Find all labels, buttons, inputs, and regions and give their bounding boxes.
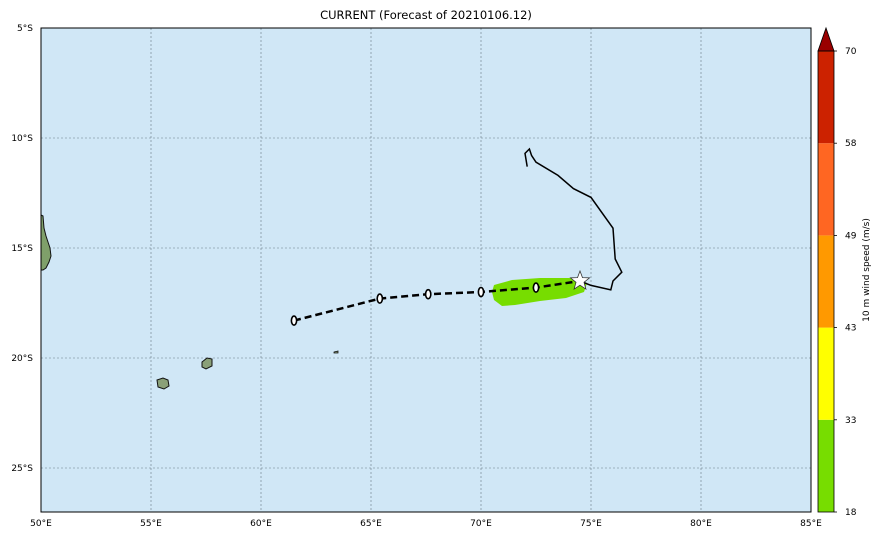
colorbar-band bbox=[818, 235, 834, 328]
colorbar-label: 10 m wind speed (m/s) bbox=[862, 218, 872, 322]
colorbar: 18 33 43 49 58 70 bbox=[817, 26, 857, 518]
lat-lon-gridlines bbox=[41, 28, 811, 512]
colorbar-tick-label: 33 bbox=[845, 416, 856, 426]
lon-tick-label: 60°E bbox=[250, 519, 272, 529]
colorbar-frame bbox=[817, 50, 835, 513]
forecast-position-marker bbox=[477, 286, 485, 298]
star-icon bbox=[569, 269, 591, 291]
lon-tick-label: 70°E bbox=[470, 519, 492, 529]
axis-ticks: 50°E 55°E 60°E 65°E 70°E 75°E 80°E 85°E 5°S 10°S 1… bbox=[11, 24, 822, 529]
lon-tick-label: 80°E bbox=[690, 519, 712, 529]
forecast-position-marker bbox=[424, 288, 432, 300]
colorbar-extend-arrow bbox=[817, 26, 835, 52]
colorbar-tick-label: 58 bbox=[845, 139, 857, 149]
mauritius-island bbox=[201, 357, 213, 370]
lon-tick-label: 55°E bbox=[140, 519, 162, 529]
colorbar-tick-label: 18 bbox=[845, 508, 857, 518]
lat-tick-label: 5°S bbox=[17, 24, 33, 34]
map-frame bbox=[40, 27, 812, 513]
rodrigues-island bbox=[333, 350, 339, 354]
colorbar-band bbox=[818, 419, 834, 512]
land-layer bbox=[40, 214, 339, 390]
wind-speed-swath bbox=[492, 278, 587, 306]
forecast-position-marker bbox=[376, 293, 384, 304]
colorbar-band bbox=[818, 51, 834, 144]
lat-tick-label: 10°S bbox=[11, 134, 33, 144]
madagascar-coast bbox=[40, 214, 52, 271]
lat-tick-label: 25°S bbox=[11, 464, 33, 474]
colorbar-tick-label: 43 bbox=[845, 324, 856, 334]
reunion-island bbox=[156, 377, 170, 390]
lat-tick-label: 20°S bbox=[11, 354, 33, 364]
colorbar-band bbox=[818, 143, 834, 236]
lon-tick-label: 50°E bbox=[30, 519, 52, 529]
colorbar-tick-label: 49 bbox=[845, 231, 857, 241]
colorbar-band bbox=[818, 327, 834, 420]
lon-tick-label: 85°E bbox=[800, 519, 822, 529]
ocean-background bbox=[41, 28, 811, 512]
lat-tick-label: 15°S bbox=[11, 244, 33, 254]
lon-tick-label: 75°E bbox=[580, 519, 602, 529]
forecast-position-marker bbox=[532, 282, 540, 293]
colorbar-tick-label: 70 bbox=[845, 47, 857, 57]
forecast-position-marker bbox=[290, 315, 298, 326]
map-title: CURRENT (Forecast of 20210106.12) bbox=[320, 8, 532, 22]
current-position-star bbox=[569, 269, 591, 291]
lon-tick-label: 65°E bbox=[360, 519, 382, 529]
past-track-line bbox=[524, 147, 623, 291]
forecast-position-markers bbox=[290, 282, 540, 326]
